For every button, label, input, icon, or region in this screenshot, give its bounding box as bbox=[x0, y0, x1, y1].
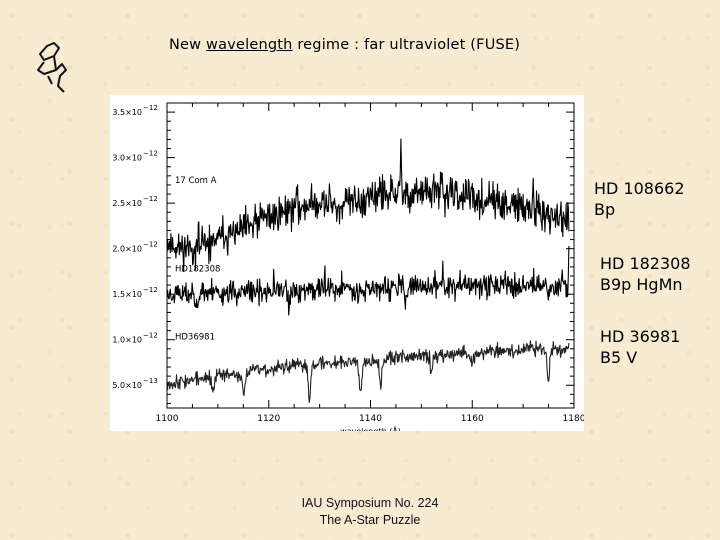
star-logo-icon bbox=[37, 42, 67, 93]
footer: IAU Symposium No. 224 The A-Star Puzzle bbox=[260, 495, 480, 529]
title-prefix: New bbox=[169, 37, 207, 53]
y-tick-label: 3.5×10 bbox=[112, 108, 142, 117]
y-tick-label: 3.0×10 bbox=[112, 154, 142, 163]
series-label-hd182308: HD182308 bbox=[175, 264, 220, 274]
series-label-hd36981: HD36981 bbox=[175, 333, 215, 343]
spectrum-plot-panel: 1100 1120 1140 1160 1180 wavelength (Å) 5.0×10… bbox=[110, 95, 586, 436]
y-tick-label: 2.5×10 bbox=[112, 199, 142, 208]
y-tick-label: 1.5×10 bbox=[112, 290, 142, 299]
y-tick-exponent: −12 bbox=[143, 241, 158, 249]
x-tick-label: 1120 bbox=[257, 414, 280, 424]
series-line-hd36981 bbox=[166, 340, 570, 403]
footer-conference: IAU Symposium No. 224 bbox=[301, 496, 439, 510]
x-tick-label: 1180 bbox=[563, 414, 584, 424]
x-tick-label: 1160 bbox=[461, 414, 484, 424]
series-line-hd182308 bbox=[166, 245, 570, 316]
title-underlined-word: wavelength bbox=[206, 37, 293, 53]
spectrum-chart: 1100 1120 1140 1160 1180 wavelength (Å) 5.0×10… bbox=[112, 102, 586, 436]
x-tick-label: 1140 bbox=[359, 414, 382, 424]
series-line-17-com-a bbox=[166, 138, 570, 273]
slide-title: New wavelength regime : far ultraviolet … bbox=[169, 37, 520, 53]
x-axis-label: wavelength (Å) bbox=[340, 425, 401, 431]
y-tick-exponent: −12 bbox=[143, 150, 158, 158]
y-tick-label: 1.0×10 bbox=[112, 336, 142, 345]
y-tick-exponent: −12 bbox=[143, 195, 158, 203]
series-label-17-com-a: 17 Com A bbox=[175, 176, 217, 186]
annotation-spectral-type: Bp bbox=[594, 200, 616, 219]
y-tick-exponent: −13 bbox=[143, 377, 158, 385]
annotation-hd108662: HD 108662 Bp bbox=[594, 178, 685, 220]
annotation-star-name: HD 108662 bbox=[594, 179, 685, 198]
footer-subtitle: The A-Star Puzzle bbox=[319, 513, 421, 527]
y-tick-exponent: −12 bbox=[143, 286, 158, 294]
x-tick-label: 1100 bbox=[156, 414, 179, 424]
annotation-star-name: HD 36981 bbox=[600, 327, 681, 346]
annotation-spectral-type: B5 V bbox=[600, 348, 638, 367]
annotation-hd36981: HD 36981 B5 V bbox=[600, 326, 680, 368]
annotation-hd182308: HD 182308 B9p HgMn bbox=[600, 253, 691, 295]
y-tick-label: 2.0×10 bbox=[112, 245, 142, 254]
y-tick-exponent: −12 bbox=[143, 332, 158, 340]
annotation-spectral-type: B9p HgMn bbox=[600, 275, 683, 294]
y-tick-label: 5.0×10 bbox=[112, 381, 142, 390]
annotation-star-name: HD 182308 bbox=[600, 254, 691, 273]
title-suffix: regime : far ultraviolet (FUSE) bbox=[292, 37, 521, 53]
y-tick-exponent: −12 bbox=[143, 104, 158, 112]
